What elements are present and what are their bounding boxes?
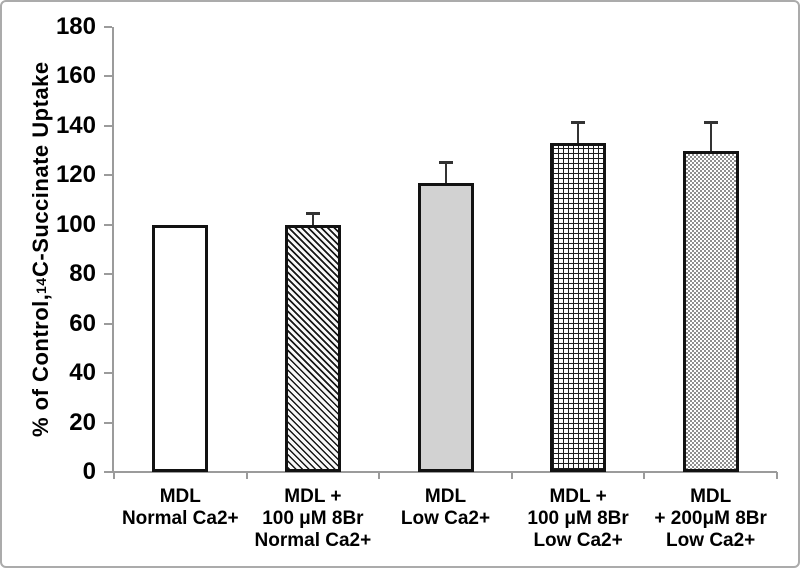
y-tick xyxy=(104,471,112,473)
error-bar-line xyxy=(311,212,314,225)
y-tick xyxy=(104,372,112,375)
y-tick-label: 100 xyxy=(55,210,96,238)
x-tick xyxy=(643,472,646,479)
x-tick xyxy=(113,472,115,479)
x-category-label-line: MDL + xyxy=(284,486,342,507)
y-tick xyxy=(104,223,112,226)
bar xyxy=(284,224,341,472)
bar xyxy=(152,224,209,472)
error-bar-line xyxy=(709,120,712,151)
x-category-label-line: 100 μM 8Br xyxy=(262,508,364,529)
y-tick-label: 60 xyxy=(69,309,96,337)
x-category-label-line: MDL xyxy=(159,486,201,507)
y-tick-label: 120 xyxy=(55,161,96,189)
x-category-label-line: Low Ca2+ xyxy=(533,530,623,551)
plot-area: 0 20 40 60 80 100 120 140 160 180 xyxy=(56,13,778,485)
y-tick-label: 0 xyxy=(82,458,96,485)
x-tick xyxy=(776,472,778,479)
y-tick xyxy=(104,26,112,28)
x-axis-labels: MDL Normal Ca2+ MDL +100 μM 8Br Normal Ca2+… xyxy=(114,486,777,552)
bar xyxy=(417,182,474,472)
x-category-label-line: + 200μM 8Br xyxy=(654,508,767,529)
error-bar-cap xyxy=(703,120,718,124)
x-tick xyxy=(378,472,381,479)
y-tick xyxy=(104,322,112,325)
x-tick xyxy=(245,472,248,479)
x-category-label-line: Normal Ca2+ xyxy=(121,508,239,529)
error-bar-line xyxy=(444,160,447,183)
bar xyxy=(550,143,607,472)
y-axis-title: % of Control, 14 C-Succinate Uptake xyxy=(24,27,58,472)
error-bar-cap xyxy=(438,160,453,164)
y-tick xyxy=(104,75,112,78)
y-tick xyxy=(104,124,112,127)
error-bar-line xyxy=(577,120,580,144)
x-category-label-line: MDL xyxy=(690,486,732,507)
x-category-label-line: MDL xyxy=(424,486,467,507)
y-tick xyxy=(104,421,112,424)
x-category-label-line: Low Ca2+ xyxy=(666,530,756,551)
y-axis-line xyxy=(112,27,114,473)
x-tick xyxy=(510,472,513,479)
y-tick-label: 20 xyxy=(69,408,96,436)
y-tick xyxy=(104,273,112,276)
x-category-label: MDL +100 μM 8Br Normal Ca2+ xyxy=(247,486,380,552)
x-category-label-line: 100 μM 8Br xyxy=(527,508,629,529)
x-axis-line xyxy=(112,471,777,473)
bar xyxy=(682,150,739,472)
y-tick xyxy=(104,174,112,177)
y-tick-label: 180 xyxy=(55,13,96,40)
y-tick-label: 80 xyxy=(69,260,96,288)
error-bar-cap xyxy=(305,212,320,216)
y-tick-label: 140 xyxy=(55,111,96,139)
error-bar-cap xyxy=(571,120,586,124)
x-category-label-line: MDL + xyxy=(549,486,607,507)
x-category-label: MDL Low Ca2+ xyxy=(379,486,512,552)
x-category-label-line: Normal Ca2+ xyxy=(254,530,372,551)
x-category-label: MDL + 200μM 8Br Low Ca2+ xyxy=(644,486,777,552)
y-tick-label: 160 xyxy=(55,62,96,90)
x-category-label: MDL +100 μM 8Br Low Ca2+ xyxy=(512,486,645,552)
x-category-label-line: Low Ca2+ xyxy=(400,508,491,529)
x-category-label: MDL Normal Ca2+ xyxy=(114,486,247,552)
y-tick-label: 40 xyxy=(69,359,96,387)
